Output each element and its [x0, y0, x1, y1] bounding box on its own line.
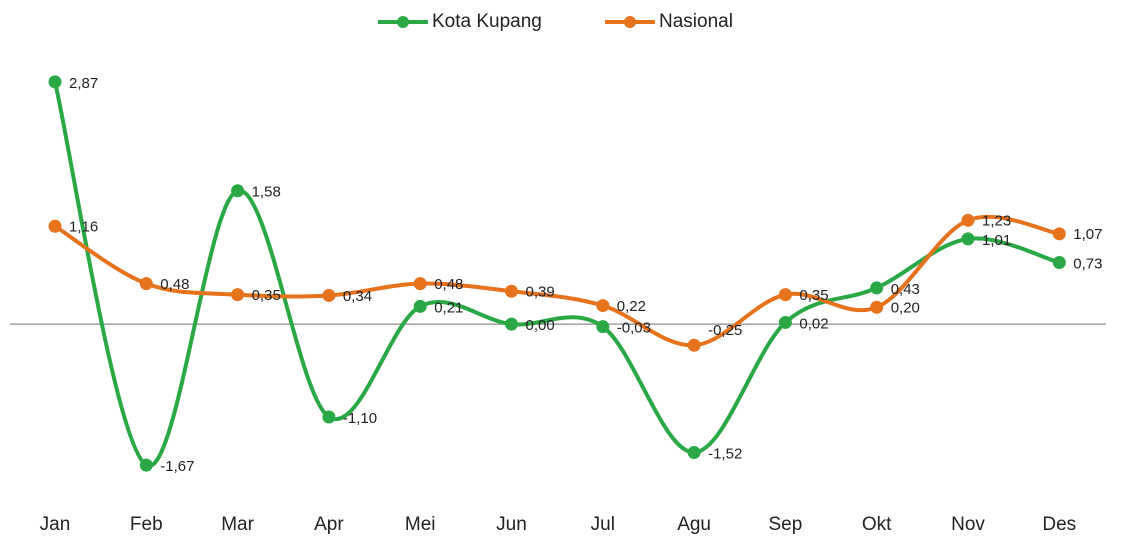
point [322, 288, 336, 302]
x-tick-label: Nov [951, 514, 985, 535]
data-label: 0,21 [434, 299, 463, 316]
data-label: -0,03 [617, 320, 651, 337]
x-tick-label: Agu [677, 514, 711, 535]
point [413, 299, 427, 313]
data-label: 0,02 [799, 315, 828, 332]
data-label: 0,34 [343, 288, 372, 305]
point [596, 320, 610, 334]
point [687, 445, 701, 459]
data-label: 1,01 [982, 232, 1011, 249]
point [48, 75, 62, 89]
point [505, 284, 518, 298]
point [778, 288, 792, 302]
data-label: 1,58 [252, 184, 281, 201]
x-tick-label: Mar [221, 514, 254, 535]
x-tick-label: Sep [768, 514, 802, 535]
x-tick-label: Des [1042, 514, 1076, 535]
point [505, 317, 518, 331]
point [961, 213, 975, 227]
point [139, 277, 153, 291]
point [870, 281, 884, 295]
point [596, 299, 610, 313]
point [1052, 256, 1066, 270]
data-label: 0,43 [891, 281, 920, 298]
point [48, 219, 62, 233]
x-tick-label: Feb [130, 514, 163, 535]
series-line [53, 81, 1060, 468]
point [778, 315, 792, 329]
data-label: 1,23 [982, 213, 1011, 230]
point [231, 288, 245, 302]
point [413, 277, 427, 291]
x-tick-label: Jun [496, 514, 527, 535]
data-label: -1,67 [160, 458, 194, 475]
data-label: 2,87 [69, 75, 98, 92]
legend-marker [624, 16, 636, 28]
point [961, 232, 975, 246]
point [322, 410, 336, 424]
data-label: 0,20 [891, 300, 920, 317]
x-tick-label: Mei [405, 514, 436, 535]
data-label: 0,48 [160, 276, 189, 293]
data-label: -1,10 [343, 410, 377, 427]
point [139, 458, 153, 472]
data-label: 0,22 [617, 298, 646, 315]
data-label: 0,35 [252, 287, 281, 304]
data-label: 0,48 [434, 276, 463, 293]
data-label: 1,16 [69, 219, 98, 236]
x-tick-label: Jul [591, 514, 615, 535]
data-label: 0,00 [526, 317, 555, 334]
data-label: 1,07 [1073, 226, 1102, 243]
point [870, 300, 884, 314]
data-label: -0,25 [708, 322, 742, 339]
x-tick-label: Okt [862, 514, 892, 535]
legend-label: Kota Kupang [432, 11, 542, 32]
point [231, 184, 245, 198]
data-label: 0,35 [799, 287, 828, 304]
data-label: 0,39 [526, 284, 555, 301]
x-tick-label: Jan [40, 514, 71, 535]
x-tick-label: Apr [314, 514, 344, 535]
point [687, 338, 701, 352]
legend-label: Nasional [659, 11, 733, 32]
legend-marker [397, 16, 409, 28]
point [1052, 227, 1066, 241]
series-line [53, 214, 1060, 348]
data-label: 0,73 [1073, 255, 1102, 272]
data-label: -1,52 [708, 445, 742, 462]
